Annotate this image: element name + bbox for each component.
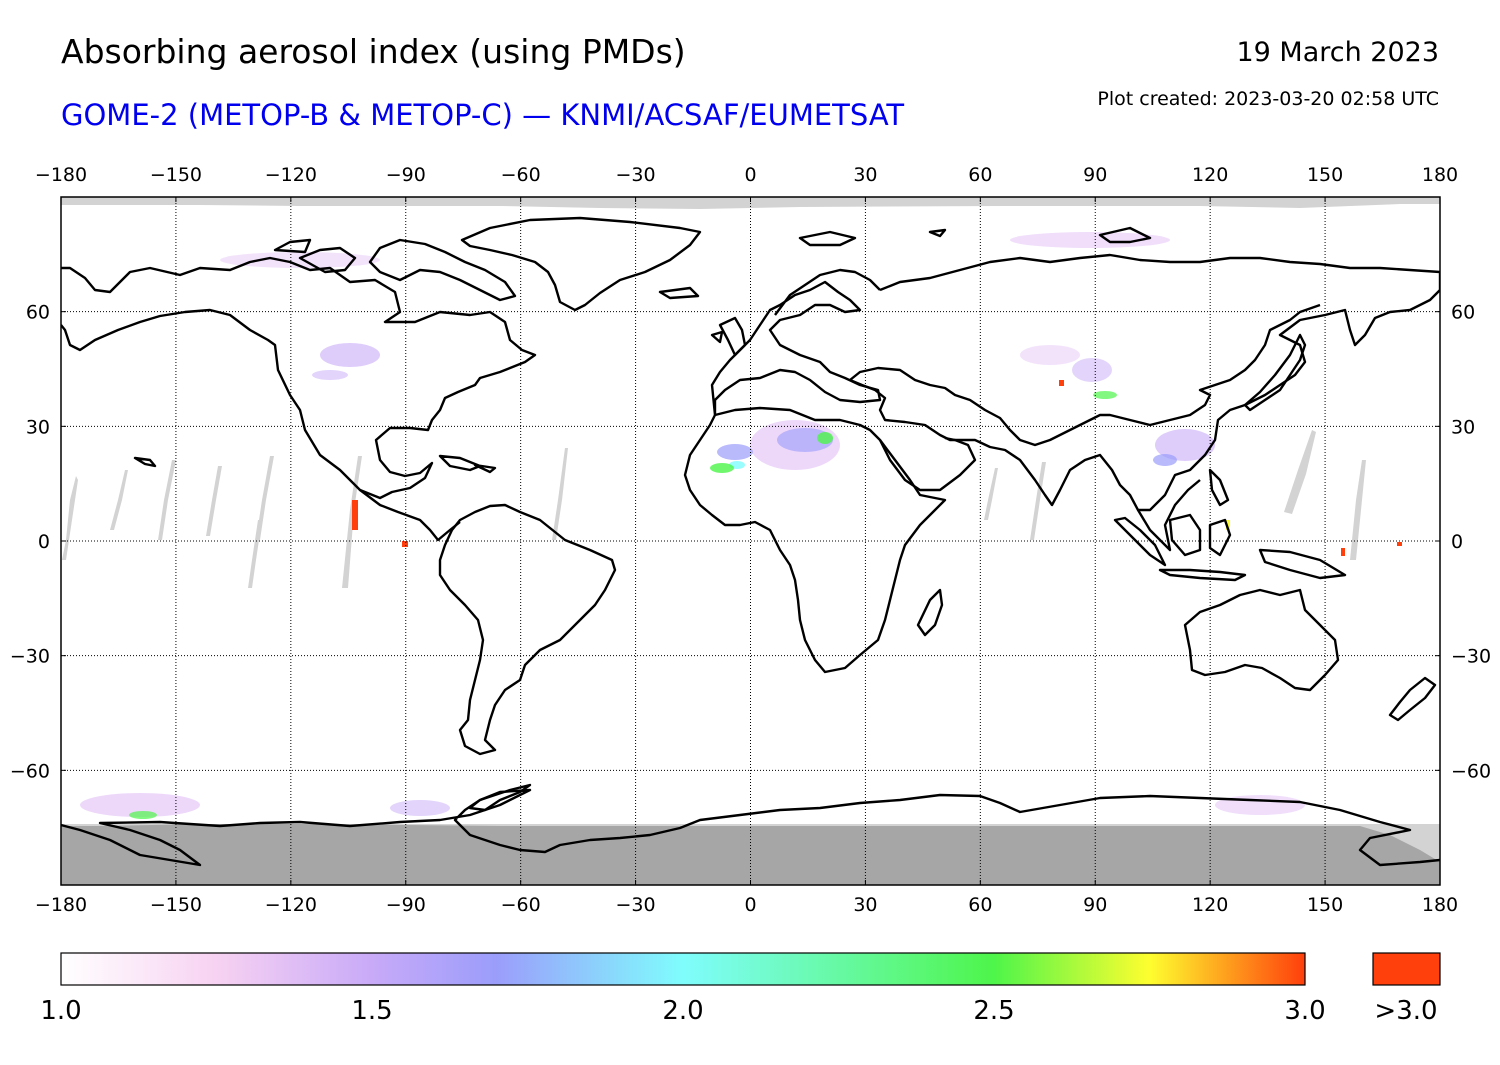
north-america-coastline [61, 256, 537, 500]
lon-tick-label-top: 150 [1307, 164, 1343, 186]
lat-tick-label-left: −30 [10, 646, 50, 668]
british-isles-coastline [710, 316, 747, 357]
colorbar-overflow-label: >3.0 [1374, 996, 1437, 1026]
asia-coastline [848, 253, 1440, 512]
antarctic-peninsula-coastline [468, 783, 532, 812]
madagascar-coastline [916, 588, 944, 637]
lon-tick-label-top: 180 [1422, 164, 1458, 186]
lon-tick-label-bottom: −150 [150, 894, 202, 916]
lon-tick-label-bottom: −30 [616, 894, 656, 916]
map-subtitle: GOME-2 (METOP-B & METOP-C) — KNMI/ACSAF/… [61, 98, 905, 132]
australia-coastline [1183, 588, 1340, 692]
plot-created-timestamp: Plot created: 2023-03-20 02:58 UTC [1097, 88, 1439, 110]
africa-coastline [683, 406, 947, 674]
colorbar-tick-label: 1.0 [40, 996, 81, 1026]
lon-tick-label-top: 30 [853, 164, 877, 186]
europe-coastline [710, 268, 882, 417]
coastlines [61, 216, 1440, 867]
lon-tick-label-top: −180 [35, 164, 87, 186]
indonesia-coastline [1113, 468, 1347, 582]
map-title: Absorbing aerosol index (using PMDs) [61, 32, 686, 71]
lon-tick-label-top: −90 [386, 164, 426, 186]
new-zealand-coastline [1388, 676, 1437, 722]
arctic-islands-coastline [658, 226, 1152, 300]
lon-tick-label-bottom: 30 [853, 894, 877, 916]
greenland-coastline [460, 216, 702, 312]
lon-tick-label-top: −150 [150, 164, 202, 186]
arabia-coastline [878, 436, 977, 492]
lat-tick-label-left: −60 [10, 760, 50, 782]
indochina-coastline [1136, 479, 1201, 552]
caribbean-islands-coastline [133, 454, 497, 474]
lon-tick-label-bottom: 60 [968, 894, 992, 916]
aerosol-index-signal [80, 232, 1402, 819]
lon-tick-label-bottom: 90 [1083, 894, 1107, 916]
lat-tick-label-right: 60 [1451, 302, 1475, 324]
lon-tick-label-bottom: −60 [501, 894, 541, 916]
axis-ticks: −180 −180 −150 −150 −120 −120 −90 −90 −60 −60 −30 −… [10, 164, 1491, 916]
antarctica-coastline [61, 788, 1440, 867]
lon-tick-label-bottom: −180 [35, 894, 87, 916]
lat-tick-label-left: 0 [38, 531, 50, 553]
colorbar-tick-label: 3.0 [1284, 996, 1325, 1026]
colorbar-scale [60, 952, 1306, 986]
lon-tick-label-bottom: −90 [386, 894, 426, 916]
lon-tick-label-bottom: 180 [1422, 894, 1458, 916]
lat-tick-label-right: −60 [1451, 760, 1491, 782]
map-date: 19 March 2023 [1236, 37, 1439, 68]
lon-tick-label-bottom: −120 [265, 894, 317, 916]
colorbar-tick-label: 2.5 [973, 996, 1014, 1026]
lat-tick-label-right: 30 [1451, 416, 1475, 438]
lon-tick-label-top: 0 [744, 164, 756, 186]
lon-tick-label-top: 60 [968, 164, 992, 186]
lon-tick-label-top: −30 [616, 164, 656, 186]
lon-tick-label-bottom: 150 [1307, 894, 1343, 916]
lon-tick-label-top: −60 [501, 164, 541, 186]
graticule [61, 197, 1440, 885]
colorbar-overflow-swatch [1372, 952, 1441, 986]
canadian-archipelago-coastline [273, 238, 517, 302]
colorbar: 1.0 1.5 2.0 2.5 3.0 >3.0 [40, 952, 1441, 1026]
lon-tick-label-top: −120 [265, 164, 317, 186]
lon-tick-label-bottom: 0 [744, 894, 756, 916]
lon-tick-label-top: 90 [1083, 164, 1107, 186]
lat-tick-label-left: 60 [26, 302, 50, 324]
japan-coastline [1243, 333, 1307, 412]
south-america-coastline [438, 503, 617, 756]
lon-tick-label-bottom: 120 [1192, 894, 1228, 916]
central-america-coastline [359, 489, 461, 542]
colorbar-tick-label: 2.0 [662, 996, 703, 1026]
lon-tick-label-top: 120 [1192, 164, 1228, 186]
lat-tick-label-right: −30 [1451, 646, 1491, 668]
lat-tick-label-right: 0 [1451, 531, 1463, 553]
map-plot-area [61, 197, 1440, 885]
lat-tick-label-left: 30 [26, 416, 50, 438]
colorbar-tick-label: 1.5 [351, 996, 392, 1026]
